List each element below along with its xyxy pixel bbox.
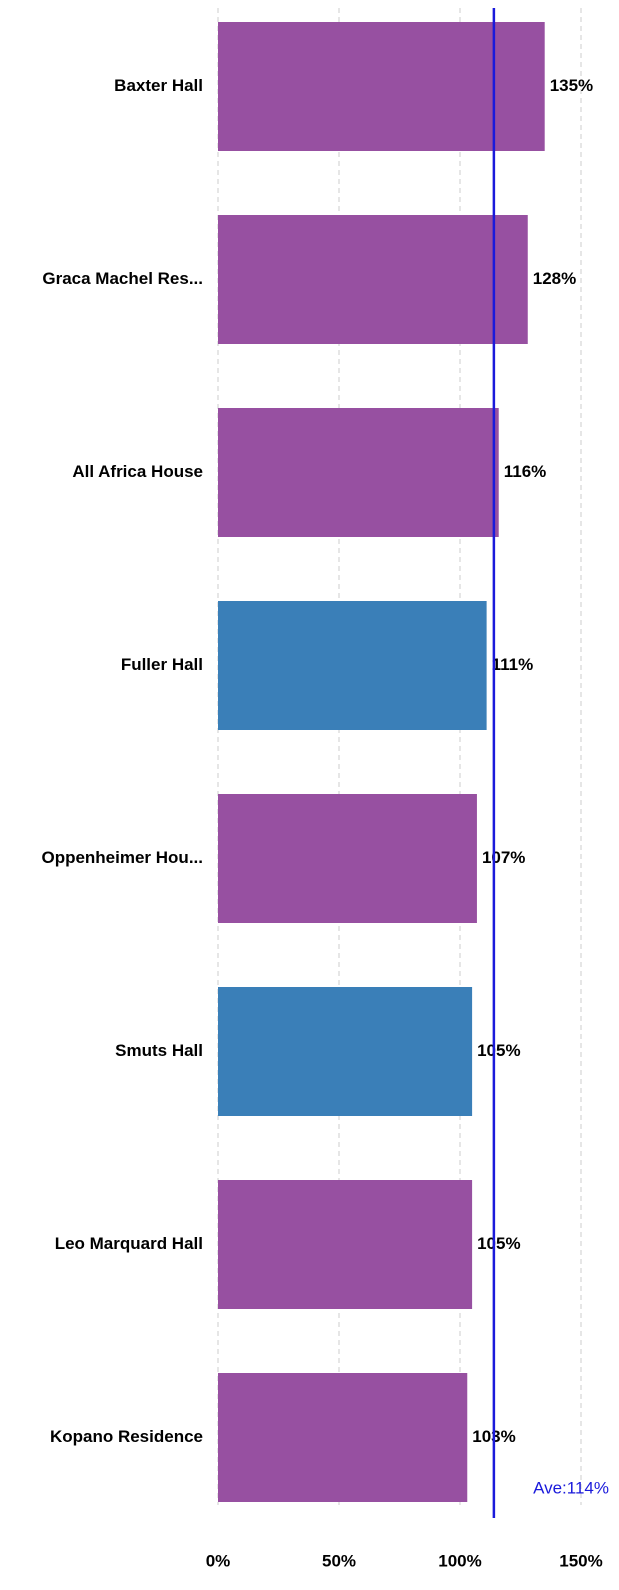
category-label: Oppenheimer Hou... (41, 848, 203, 867)
bar (218, 601, 487, 730)
category-label: Smuts Hall (115, 1041, 203, 1060)
category-label: Fuller Hall (121, 655, 203, 674)
x-tick-label: 150% (559, 1551, 602, 1570)
category-label: All Africa House (72, 462, 203, 481)
value-label: 128% (533, 269, 576, 288)
bar (218, 408, 499, 537)
value-label: 135% (550, 76, 593, 95)
bar (218, 215, 528, 344)
value-label: 105% (477, 1041, 520, 1060)
x-tick-label: 0% (206, 1551, 231, 1570)
bar (218, 987, 473, 1116)
category-label: Kopano Residence (50, 1427, 203, 1446)
bar (218, 22, 545, 151)
bar (218, 1373, 468, 1502)
value-label: 116% (504, 462, 547, 481)
x-tick-label: 50% (322, 1551, 356, 1570)
value-label: 111% (492, 655, 534, 674)
category-label: Baxter Hall (114, 76, 203, 95)
bar (218, 1180, 473, 1309)
x-tick-label: 100% (438, 1551, 481, 1570)
value-label: 105% (477, 1234, 520, 1253)
category-label: Graca Machel Res... (42, 269, 203, 288)
average-label: Ave:114% (533, 1478, 609, 1497)
bar (218, 794, 477, 923)
value-label: 107% (482, 848, 525, 867)
category-label: Leo Marquard Hall (55, 1234, 203, 1253)
